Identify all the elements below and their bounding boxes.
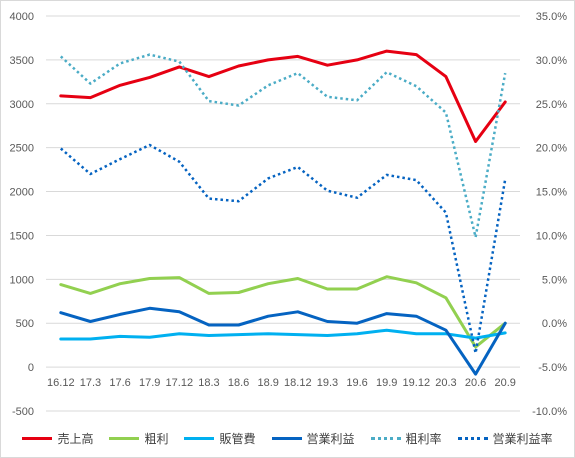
x-tick-label: 20.6 bbox=[465, 377, 486, 389]
x-tick-label: 18.6 bbox=[228, 377, 249, 389]
left-tick-label: 3000 bbox=[10, 99, 34, 111]
legend-label: 粗利 bbox=[144, 431, 169, 446]
right-tick-label: 30.0% bbox=[536, 55, 567, 67]
x-axis: 16.12 17.3 17.6 17.9 17.12 18.3 18.6 18.9 18.12 1… bbox=[47, 377, 516, 389]
left-tick-label: 4000 bbox=[10, 11, 34, 23]
x-tick-label: 20.9 bbox=[494, 377, 515, 389]
legend-label: 売上高 bbox=[57, 431, 94, 446]
right-tick-label: 20.0% bbox=[536, 143, 567, 155]
legend-swatch bbox=[184, 436, 215, 440]
legend: 売上高 粗利 販管費 営業利益 粗利率 営業利益率 bbox=[8, 428, 567, 448]
legend-swatch bbox=[457, 436, 488, 440]
legend-swatch bbox=[370, 436, 401, 440]
series-lines bbox=[59, 49, 507, 376]
x-tick-label: 16.12 bbox=[47, 377, 75, 389]
legend-item: 営業利益率 bbox=[457, 430, 553, 447]
legend-label: 営業利益率 bbox=[492, 431, 553, 446]
x-tick-label: 19.9 bbox=[376, 377, 397, 389]
gridlines bbox=[46, 15, 520, 412]
left-axis: 4000 3500 3000 2500 2000 1500 1000 500 0 -500 bbox=[10, 11, 34, 418]
legend-item: 売上高 bbox=[22, 430, 93, 447]
right-tick-label: 10.0% bbox=[536, 230, 567, 242]
right-tick-label: 5.0% bbox=[542, 274, 567, 286]
left-tick-label: 1000 bbox=[10, 274, 34, 286]
x-tick-label: 17.9 bbox=[139, 377, 160, 389]
right-tick-label: 0.0% bbox=[542, 318, 567, 330]
legend-swatch bbox=[109, 436, 140, 440]
legend-swatch bbox=[271, 436, 302, 440]
legend-label: 営業利益 bbox=[306, 431, 355, 446]
x-tick-label: 17.3 bbox=[80, 377, 101, 389]
series-line-0 bbox=[59, 49, 507, 143]
right-axis: 35.0% 30.0% 25.0% 20.0% 15.0% 10.0% 5.0% 0.0% -5… bbox=[532, 11, 567, 418]
x-tick-label: 19.6 bbox=[346, 377, 367, 389]
right-tick-label: 15.0% bbox=[536, 187, 567, 199]
left-tick-label: 0 bbox=[28, 362, 34, 374]
right-tick-label: -5.0% bbox=[538, 362, 567, 374]
left-tick-label: -500 bbox=[12, 406, 34, 418]
legend-item: 販管費 bbox=[184, 430, 256, 447]
x-tick-label: 18.3 bbox=[198, 377, 219, 389]
x-tick-label: 19.3 bbox=[317, 377, 338, 389]
series-line-3 bbox=[59, 306, 507, 376]
x-tick-label: 20.3 bbox=[435, 377, 456, 389]
series-line-5 bbox=[59, 143, 507, 355]
left-tick-label: 500 bbox=[16, 318, 34, 330]
x-tick-label: 17.6 bbox=[109, 377, 130, 389]
left-tick-label: 2500 bbox=[10, 143, 34, 155]
legend-item: 粗利 bbox=[109, 430, 168, 447]
x-tick-label: 17.12 bbox=[166, 377, 194, 389]
legend-label: 販管費 bbox=[219, 431, 256, 446]
left-tick-label: 3500 bbox=[10, 55, 34, 67]
series-line-2 bbox=[59, 328, 507, 341]
right-tick-label: 25.0% bbox=[536, 99, 567, 111]
x-tick-label: 19.12 bbox=[403, 377, 431, 389]
legend-item: 営業利益 bbox=[271, 430, 355, 447]
legend-item: 粗利率 bbox=[370, 430, 442, 447]
x-tick-label: 18.9 bbox=[257, 377, 278, 389]
legend-swatch bbox=[22, 436, 53, 440]
left-tick-label: 1500 bbox=[10, 230, 34, 242]
series-line-4 bbox=[59, 53, 507, 239]
legend-label: 粗利率 bbox=[405, 431, 442, 446]
series-line-1 bbox=[59, 275, 507, 349]
x-tick-label: 18.12 bbox=[284, 377, 312, 389]
right-tick-label: -10.0% bbox=[532, 406, 567, 418]
right-tick-label: 35.0% bbox=[536, 11, 567, 23]
left-tick-label: 2000 bbox=[10, 187, 34, 199]
